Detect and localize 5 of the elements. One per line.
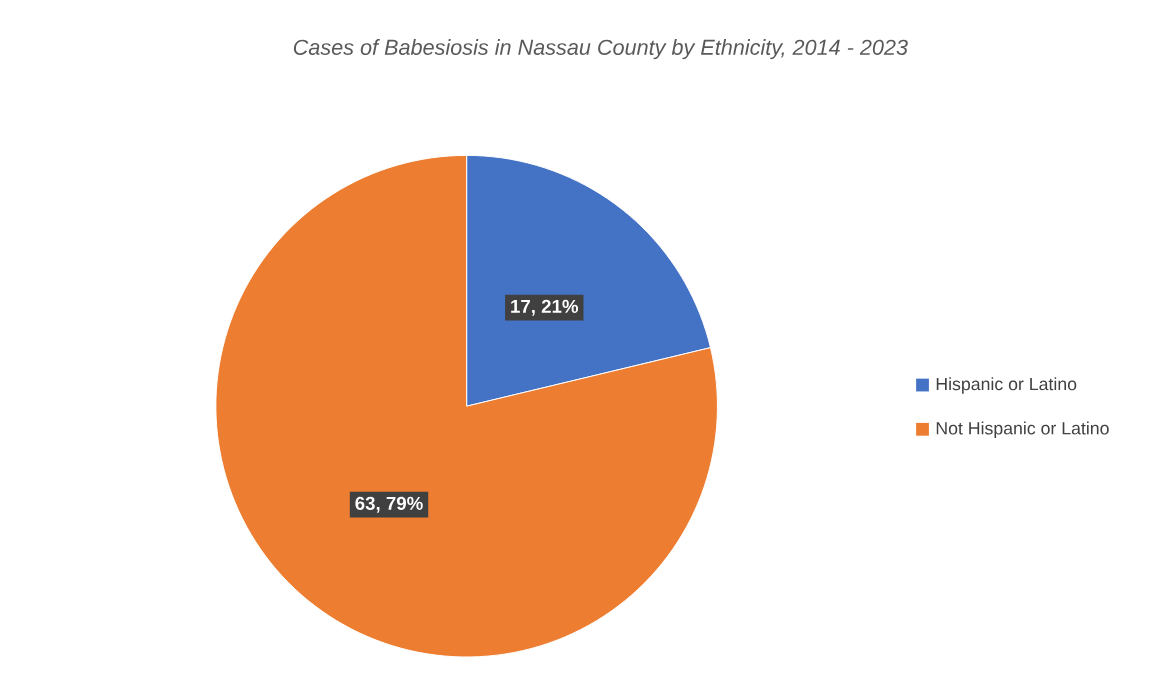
data-label: 63, 79% xyxy=(355,496,423,513)
legend-label: Hispanic or Latino xyxy=(936,377,1077,394)
chart-title: Cases of Babesiosis in Nassau County by Ethnicity, 2014 - 2023 xyxy=(293,39,908,60)
data-label: 17, 21% xyxy=(511,299,579,316)
legend-label: Not Hispanic or Latino xyxy=(936,421,1109,439)
